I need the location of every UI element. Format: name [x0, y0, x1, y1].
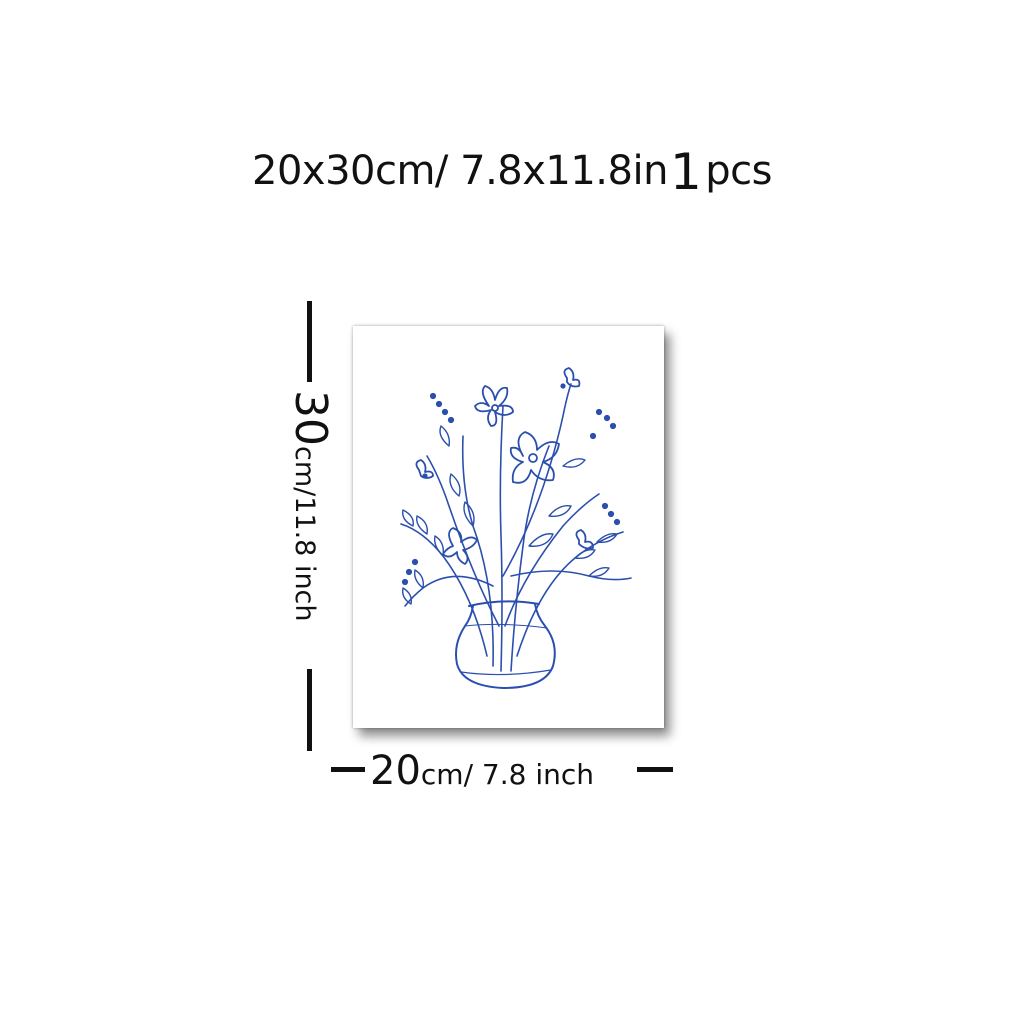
stems-drawing [400, 383, 632, 672]
quantity-number: 1 [669, 143, 702, 201]
buds-drawing [401, 383, 621, 586]
height-dimension-line-top [307, 301, 312, 382]
size-text: 20x30cm/ 7.8x11.8in [252, 148, 668, 194]
flower-heads-drawing [415, 367, 594, 565]
width-dimension-line-right [637, 767, 673, 772]
flower-bouquet-vase-icon [400, 367, 632, 689]
width-dimension-label: 20cm/ 7.8 inch [370, 748, 594, 794]
width-dimension-line-left [331, 767, 365, 772]
height-value: 30 [285, 390, 336, 446]
product-size-headline: 20x30cm/ 7.8x11.8in1 pcs [0, 138, 1024, 201]
height-dimension-line-bottom [307, 669, 312, 751]
quantity-unit: pcs [705, 148, 772, 194]
canvas-print [353, 326, 664, 728]
width-value: 20 [370, 748, 421, 794]
height-unit: cm/11.8 inch [289, 446, 320, 622]
leaves-drawing [401, 425, 618, 605]
height-dimension-label: 30cm/11.8 inch [284, 390, 336, 662]
vase-drawing [455, 600, 556, 689]
width-unit: cm/ 7.8 inch [420, 758, 595, 791]
